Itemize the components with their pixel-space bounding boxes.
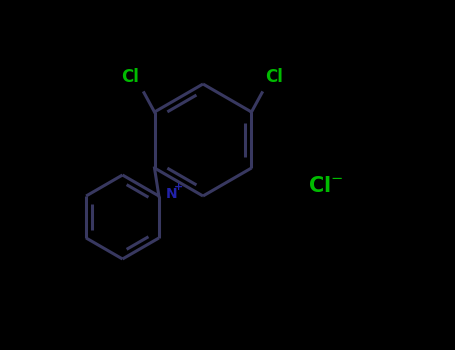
Text: +: + xyxy=(173,182,183,192)
Text: Cl: Cl xyxy=(265,68,283,86)
Text: Cl: Cl xyxy=(121,68,139,86)
Text: Cl$^{-}$: Cl$^{-}$ xyxy=(308,175,343,196)
Text: N: N xyxy=(166,187,177,201)
